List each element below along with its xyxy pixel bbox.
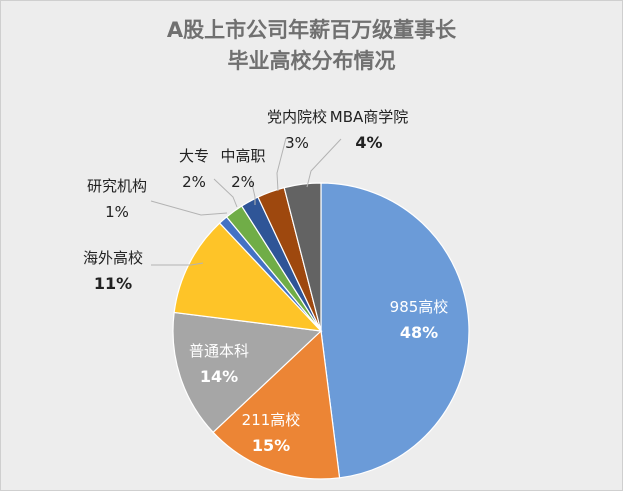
slice-name-label-4: 研究机构 bbox=[87, 177, 147, 195]
pie-slice-3 bbox=[173, 222, 323, 332]
pie-slices bbox=[172, 182, 470, 480]
leader-line-5 bbox=[213, 178, 238, 208]
leader-line-6 bbox=[250, 178, 256, 205]
slice-percent-label-3: 11% bbox=[94, 274, 132, 293]
slice-percent-label-2: 14% bbox=[200, 367, 238, 386]
chart-title-line1: A股上市公司年薪百万级董事长 bbox=[166, 18, 457, 42]
chart-title: A股上市公司年薪百万级董事长 毕业高校分布情况 bbox=[1, 15, 622, 77]
leader-line-8 bbox=[306, 138, 342, 188]
slice-percent-label-8: 4% bbox=[355, 133, 382, 152]
slice-percent-label-0: 48% bbox=[400, 323, 438, 342]
slice-name-label-2: 普通本科 bbox=[189, 342, 249, 360]
slice-labels: 985高校 48% 211高校 15% 普通本科 14% 海外高校 11% 研究机构 1% 大专 2%… bbox=[83, 108, 448, 455]
slice-percent-label-5: 2% bbox=[182, 173, 206, 191]
slice-name-label-3: 海外高校 bbox=[83, 249, 143, 267]
leader-line-3 bbox=[151, 262, 204, 266]
leader-lines bbox=[150, 137, 342, 266]
chart-title-line2: 毕业高校分布情况 bbox=[227, 49, 396, 73]
slice-name-label-5: 大专 bbox=[179, 147, 209, 165]
slice-name-label-1: 211高校 bbox=[242, 411, 301, 429]
slice-percent-label-4: 1% bbox=[105, 203, 129, 221]
slice-name-label-0: 985高校 bbox=[390, 298, 449, 316]
slice-percent-label-1: 15% bbox=[252, 436, 290, 455]
pie-slice-2 bbox=[172, 311, 323, 434]
slice-percent-label-6: 2% bbox=[231, 173, 255, 191]
leader-line-7 bbox=[276, 137, 287, 192]
leader-line-4 bbox=[150, 200, 228, 216]
slice-name-label-8: MBA商学院 bbox=[330, 108, 409, 126]
slice-name-label-7: 党内院校 bbox=[267, 108, 327, 126]
slice-percent-label-7: 3% bbox=[285, 134, 309, 152]
pie-slice-0 bbox=[320, 182, 470, 479]
pie-slice-1 bbox=[212, 329, 341, 480]
pie-slice-8 bbox=[283, 182, 322, 332]
slice-name-label-6: 中高职 bbox=[220, 147, 265, 165]
